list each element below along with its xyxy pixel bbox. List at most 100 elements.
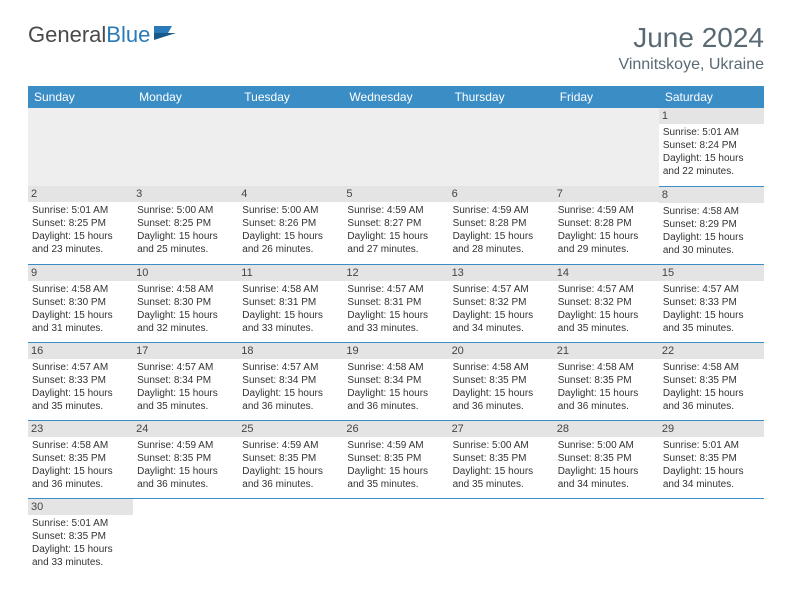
calendar-cell: [133, 108, 238, 186]
sunrise-text: Sunrise: 4:58 AM: [663, 205, 760, 218]
daylight-text: Daylight: 15 hours and 31 minutes.: [32, 309, 129, 335]
sunrise-text: Sunrise: 4:58 AM: [242, 283, 339, 296]
calendar-cell: 29Sunrise: 5:01 AMSunset: 8:35 PMDayligh…: [659, 420, 764, 498]
sunset-text: Sunset: 8:26 PM: [242, 217, 339, 230]
daylight-text: Daylight: 15 hours and 22 minutes.: [663, 152, 760, 178]
weekday-header: Wednesday: [343, 86, 448, 108]
sunset-text: Sunset: 8:25 PM: [137, 217, 234, 230]
calendar-cell: [449, 498, 554, 576]
calendar-cell: [343, 108, 448, 186]
sunset-text: Sunset: 8:25 PM: [32, 217, 129, 230]
day-number: 19: [343, 343, 448, 359]
daylight-text: Daylight: 15 hours and 35 minutes.: [32, 387, 129, 413]
day-number: 20: [449, 343, 554, 359]
sunset-text: Sunset: 8:31 PM: [242, 296, 339, 309]
sunrise-text: Sunrise: 5:00 AM: [453, 439, 550, 452]
calendar-cell: 4Sunrise: 5:00 AMSunset: 8:26 PMDaylight…: [238, 186, 343, 264]
weekday-header: Friday: [554, 86, 659, 108]
day-number: 29: [659, 421, 764, 437]
day-number: 22: [659, 343, 764, 359]
calendar-cell: 15Sunrise: 4:57 AMSunset: 8:33 PMDayligh…: [659, 264, 764, 342]
calendar-cell: 25Sunrise: 4:59 AMSunset: 8:35 PMDayligh…: [238, 420, 343, 498]
calendar-cell: [28, 108, 133, 186]
daylight-text: Daylight: 15 hours and 30 minutes.: [663, 231, 760, 257]
calendar-cell: 22Sunrise: 4:58 AMSunset: 8:35 PMDayligh…: [659, 342, 764, 420]
day-number: 24: [133, 421, 238, 437]
daylight-text: Daylight: 15 hours and 33 minutes.: [347, 309, 444, 335]
sunset-text: Sunset: 8:35 PM: [32, 530, 129, 543]
sunrise-text: Sunrise: 4:58 AM: [32, 439, 129, 452]
sunset-text: Sunset: 8:35 PM: [558, 452, 655, 465]
daylight-text: Daylight: 15 hours and 29 minutes.: [558, 230, 655, 256]
daylight-text: Daylight: 15 hours and 34 minutes.: [453, 309, 550, 335]
sunset-text: Sunset: 8:35 PM: [347, 452, 444, 465]
calendar-cell: 13Sunrise: 4:57 AMSunset: 8:32 PMDayligh…: [449, 264, 554, 342]
sunset-text: Sunset: 8:33 PM: [32, 374, 129, 387]
sunset-text: Sunset: 8:32 PM: [558, 296, 655, 309]
weekday-header: Monday: [133, 86, 238, 108]
daylight-text: Daylight: 15 hours and 28 minutes.: [453, 230, 550, 256]
month-title: June 2024: [618, 22, 764, 54]
calendar-cell: [449, 108, 554, 186]
flag-icon: [154, 22, 182, 48]
sunset-text: Sunset: 8:31 PM: [347, 296, 444, 309]
sunset-text: Sunset: 8:35 PM: [32, 452, 129, 465]
calendar-cell: 20Sunrise: 4:58 AMSunset: 8:35 PMDayligh…: [449, 342, 554, 420]
calendar-cell: [238, 108, 343, 186]
day-number: 3: [133, 186, 238, 202]
daylight-text: Daylight: 15 hours and 36 minutes.: [347, 387, 444, 413]
calendar-row: 30Sunrise: 5:01 AMSunset: 8:35 PMDayligh…: [28, 498, 764, 576]
calendar-cell: 14Sunrise: 4:57 AMSunset: 8:32 PMDayligh…: [554, 264, 659, 342]
calendar-cell: 2Sunrise: 5:01 AMSunset: 8:25 PMDaylight…: [28, 186, 133, 264]
weekday-header: Tuesday: [238, 86, 343, 108]
day-number: 23: [28, 421, 133, 437]
weekday-header: Saturday: [659, 86, 764, 108]
logo: GeneralBlue: [28, 22, 182, 48]
sunset-text: Sunset: 8:33 PM: [663, 296, 760, 309]
day-number: 26: [343, 421, 448, 437]
header: GeneralBlue June 2024 Vinnitskoye, Ukrai…: [28, 22, 764, 74]
day-number: 6: [449, 186, 554, 202]
day-number: 21: [554, 343, 659, 359]
location: Vinnitskoye, Ukraine: [618, 56, 764, 74]
calendar-cell: 17Sunrise: 4:57 AMSunset: 8:34 PMDayligh…: [133, 342, 238, 420]
sunset-text: Sunset: 8:35 PM: [137, 452, 234, 465]
sunrise-text: Sunrise: 4:57 AM: [242, 361, 339, 374]
daylight-text: Daylight: 15 hours and 27 minutes.: [347, 230, 444, 256]
weekday-header: Thursday: [449, 86, 554, 108]
calendar-cell: 11Sunrise: 4:58 AMSunset: 8:31 PMDayligh…: [238, 264, 343, 342]
daylight-text: Daylight: 15 hours and 36 minutes.: [242, 387, 339, 413]
calendar-cell: 30Sunrise: 5:01 AMSunset: 8:35 PMDayligh…: [28, 498, 133, 576]
daylight-text: Daylight: 15 hours and 33 minutes.: [242, 309, 339, 335]
calendar-cell: [554, 498, 659, 576]
day-number: 17: [133, 343, 238, 359]
day-number: 18: [238, 343, 343, 359]
day-number: 2: [28, 186, 133, 202]
day-number: 5: [343, 186, 448, 202]
daylight-text: Daylight: 15 hours and 36 minutes.: [558, 387, 655, 413]
sunrise-text: Sunrise: 5:00 AM: [558, 439, 655, 452]
weekday-header: Sunday: [28, 86, 133, 108]
calendar-cell: 23Sunrise: 4:58 AMSunset: 8:35 PMDayligh…: [28, 420, 133, 498]
daylight-text: Daylight: 15 hours and 34 minutes.: [558, 465, 655, 491]
calendar-cell: 18Sunrise: 4:57 AMSunset: 8:34 PMDayligh…: [238, 342, 343, 420]
sunset-text: Sunset: 8:35 PM: [558, 374, 655, 387]
daylight-text: Daylight: 15 hours and 25 minutes.: [137, 230, 234, 256]
day-number: 15: [659, 265, 764, 281]
sunrise-text: Sunrise: 4:58 AM: [453, 361, 550, 374]
calendar-body: 1Sunrise: 5:01 AMSunset: 8:24 PMDaylight…: [28, 108, 764, 576]
sunset-text: Sunset: 8:35 PM: [453, 452, 550, 465]
daylight-text: Daylight: 15 hours and 35 minutes.: [137, 387, 234, 413]
day-number: 30: [28, 499, 133, 515]
daylight-text: Daylight: 15 hours and 35 minutes.: [347, 465, 444, 491]
calendar-row: 9Sunrise: 4:58 AMSunset: 8:30 PMDaylight…: [28, 264, 764, 342]
daylight-text: Daylight: 15 hours and 23 minutes.: [32, 230, 129, 256]
calendar-cell: 12Sunrise: 4:57 AMSunset: 8:31 PMDayligh…: [343, 264, 448, 342]
sunset-text: Sunset: 8:35 PM: [663, 374, 760, 387]
sunrise-text: Sunrise: 4:57 AM: [453, 283, 550, 296]
sunrise-text: Sunrise: 4:58 AM: [558, 361, 655, 374]
calendar-row: 1Sunrise: 5:01 AMSunset: 8:24 PMDaylight…: [28, 108, 764, 186]
day-number: 4: [238, 186, 343, 202]
sunset-text: Sunset: 8:30 PM: [32, 296, 129, 309]
daylight-text: Daylight: 15 hours and 36 minutes.: [137, 465, 234, 491]
